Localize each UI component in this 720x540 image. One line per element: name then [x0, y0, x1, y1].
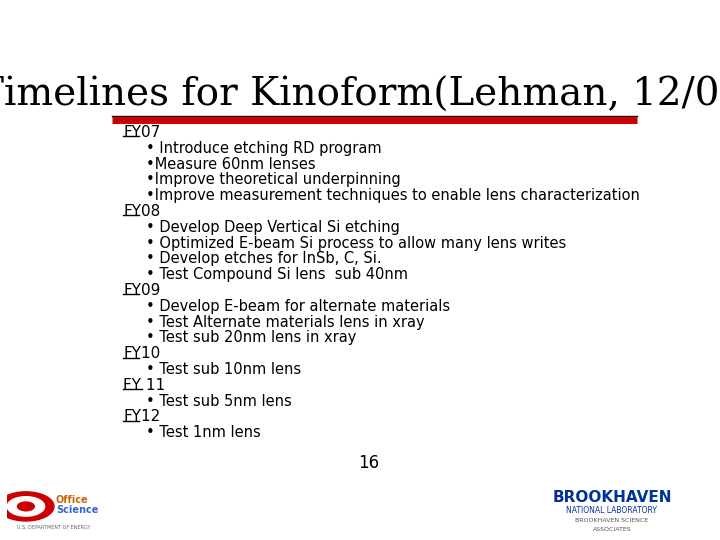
Text: Office: Office [56, 495, 89, 504]
Text: ASSOCIATES: ASSOCIATES [593, 527, 631, 532]
Text: FY07: FY07 [124, 125, 161, 140]
Text: FY12: FY12 [124, 409, 161, 424]
Text: FY08: FY08 [124, 204, 161, 219]
Text: • Test Alternate materials lens in xray: • Test Alternate materials lens in xray [145, 315, 424, 330]
Text: U.S. DEPARTMENT OF ENERGY: U.S. DEPARTMENT OF ENERGY [17, 525, 90, 530]
Text: Timelines for Kinoform(Lehman, 12/06): Timelines for Kinoform(Lehman, 12/06) [0, 77, 720, 114]
Text: • Optimized E-beam Si process to allow many lens writes: • Optimized E-beam Si process to allow m… [145, 235, 566, 251]
Text: • Test 1nm lens: • Test 1nm lens [145, 426, 261, 440]
Text: • Introduce etching RD program: • Introduce etching RD program [145, 141, 382, 156]
Text: • Test sub 5nm lens: • Test sub 5nm lens [145, 394, 292, 409]
Text: •Measure 60nm lenses: •Measure 60nm lenses [145, 157, 315, 172]
Text: • Test sub 10nm lens: • Test sub 10nm lens [145, 362, 301, 377]
Text: • Develop etches for InSb, C, Si.: • Develop etches for InSb, C, Si. [145, 252, 382, 267]
Text: •Improve theoretical underpinning: •Improve theoretical underpinning [145, 172, 400, 187]
Text: • Test sub 20nm lens in xray: • Test sub 20nm lens in xray [145, 330, 356, 346]
Circle shape [7, 497, 45, 516]
Text: FY10: FY10 [124, 346, 161, 361]
Text: • Test Compound Si lens  sub 40nm: • Test Compound Si lens sub 40nm [145, 267, 408, 282]
Text: •Improve measurement techniques to enable lens characterization: •Improve measurement techniques to enabl… [145, 188, 639, 203]
Circle shape [17, 502, 35, 511]
Circle shape [0, 492, 54, 521]
Text: • Develop E-beam for alternate materials: • Develop E-beam for alternate materials [145, 299, 450, 314]
Text: BROOKHAVEN SCIENCE: BROOKHAVEN SCIENCE [575, 518, 649, 523]
Text: NATIONAL LABORATORY: NATIONAL LABORATORY [567, 506, 657, 515]
Text: FY 11: FY 11 [124, 378, 166, 393]
Text: Science: Science [56, 505, 98, 515]
Text: BROOKHAVEN: BROOKHAVEN [552, 490, 672, 505]
Text: FY09: FY09 [124, 283, 161, 298]
Text: • Develop Deep Vertical Si etching: • Develop Deep Vertical Si etching [145, 220, 400, 235]
Text: 16: 16 [359, 454, 379, 472]
